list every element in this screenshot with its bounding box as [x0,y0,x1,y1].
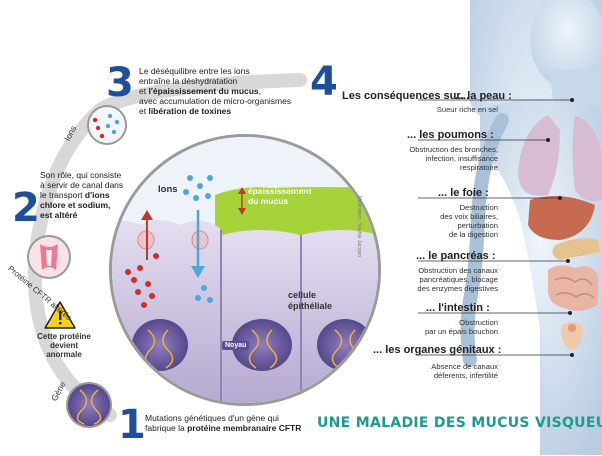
step-1-number: 1 [118,402,146,448]
organ-intestine [548,265,598,311]
nucleus-label: Noyau [222,341,250,350]
ions-circle-label: Ions [158,184,178,195]
consequence-skin-desc: Sueur riche en sel [436,105,498,114]
consequence-pancreas-heading: ... le pancréas : [416,250,496,262]
consequence-skin-heading: ... la peau : [455,90,512,102]
page-title: UNE MALADIE DES MUCUS VISQUEUX [317,415,602,431]
step-2-text: Son rôle, qui consiste à servir de canal… [40,170,124,220]
consequence-genital-desc: Absence de canaux déferents, infertilité [431,362,498,380]
organ-liver [528,196,595,240]
mucus-label: épaississement du mucus [248,186,312,206]
organ-genital [561,322,583,350]
ions-mini-circle [87,105,127,145]
step-4-heading: Les conséquences sur... [342,90,470,102]
illustration-credit: Illustration : Sophie Jacopin [356,196,362,258]
consequence-intestine-desc: Obstruction par un épais bouchon [424,318,498,336]
warning-text: Cette protéine devient anormale [37,332,91,359]
organ-pancreas [552,238,600,260]
organ-leader-dots [546,98,574,357]
consequence-genital-heading: ... les organes génitaux : [373,344,502,356]
step-4-number: 4 [310,59,338,105]
cell-illustration [109,134,381,406]
consequence-lungs-desc: Obstruction des bronches, infection, ins… [409,145,498,172]
dna-mini-circle [66,382,112,428]
organ-lungs [518,115,602,202]
steps-connector-arc [27,73,307,422]
step-3-number: 3 [106,60,134,106]
step-3-text: Le déséquilibre entre les ions entraîne … [139,66,292,116]
consequence-liver-heading: ... le foie : [438,187,489,199]
warning-icon [44,301,76,329]
step-1-text: Mutations génétiques d'un gène qui fabri… [145,413,302,433]
consequence-lungs-heading: ... les poumons : [407,129,494,141]
consequence-liver-desc: Destruction des voix biliaires, perturba… [440,203,498,239]
consequence-intestine-heading: ... l'intestin : [426,302,490,314]
protein-mini-circle [27,235,71,279]
organ-leader-lines [418,99,572,356]
step-2-number: 2 [12,185,40,231]
consequence-pancreas-desc: Obstruction des canaux pancréatiques, bl… [417,266,498,293]
cell-label: cellule épithéliale [288,290,333,311]
